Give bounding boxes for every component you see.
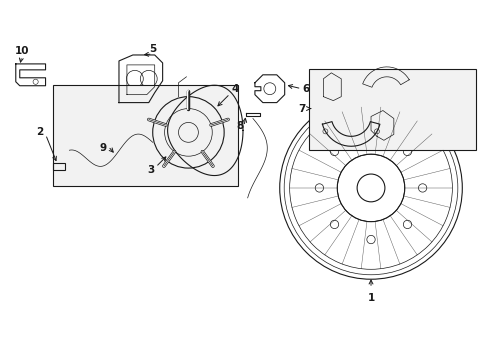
- Text: 10: 10: [15, 46, 29, 56]
- Bar: [53, 85, 238, 186]
- Text: 7: 7: [297, 104, 305, 113]
- Text: 9: 9: [100, 143, 106, 153]
- Text: 5: 5: [149, 44, 156, 54]
- Text: 6: 6: [301, 84, 308, 94]
- Bar: [309, 69, 475, 150]
- Text: 1: 1: [366, 293, 374, 303]
- Text: 3: 3: [147, 165, 154, 175]
- Text: 2: 2: [36, 127, 43, 138]
- Text: 4: 4: [231, 84, 238, 94]
- Text: 8: 8: [236, 121, 243, 131]
- Bar: [53, 163, 65, 170]
